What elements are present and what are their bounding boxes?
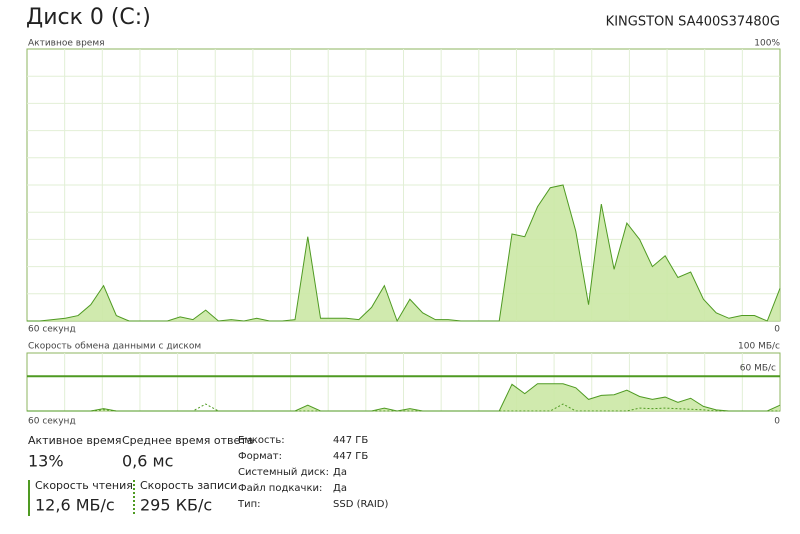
prop-label: Формат: <box>238 451 282 462</box>
stat-value: 0,6 мс <box>122 452 173 471</box>
prop-label: Емкость: <box>238 435 285 446</box>
prop-value: SSD (RAID) <box>333 499 389 510</box>
stat-value: 12,6 МБ/с <box>35 496 115 515</box>
stat-value: 295 КБ/с <box>140 496 212 515</box>
area-line <box>27 184 781 323</box>
x-end: 0 <box>774 325 780 335</box>
chart-label: Скорость обмена данными с диском <box>28 342 201 352</box>
title: Диск 0 (C:) <box>26 5 151 30</box>
prop-value: 447 ГБ <box>333 435 368 446</box>
stat-value: 13% <box>28 452 64 471</box>
stat-label: Среднее время ответа <box>122 434 253 447</box>
prop-value: Да <box>333 467 347 478</box>
area-line <box>27 403 780 412</box>
prop-value: Да <box>333 483 347 494</box>
prop-label: Файл подкачки: <box>238 483 322 494</box>
prop-value: 447 ГБ <box>333 451 368 462</box>
area-fill <box>27 383 780 411</box>
stat-label: Скорость чтения <box>35 479 133 492</box>
chart-label: Активное время <box>28 39 105 49</box>
area-fill <box>27 185 780 321</box>
x-start: 60 секунд <box>28 325 76 335</box>
x-start: 60 секунд <box>28 417 76 427</box>
chart-max: 100 МБ/с <box>738 342 780 352</box>
chart-max: 100% <box>754 39 780 49</box>
stat-label: Скорость записи <box>140 479 237 492</box>
stat-label: Активное время <box>28 434 122 447</box>
x-end: 0 <box>774 417 780 427</box>
scale-label: 60 МБ/с <box>740 364 776 374</box>
model: KINGSTON SA400S37480G <box>606 15 780 30</box>
prop-label: Тип: <box>237 499 261 510</box>
prop-label: Системный диск: <box>238 467 329 478</box>
